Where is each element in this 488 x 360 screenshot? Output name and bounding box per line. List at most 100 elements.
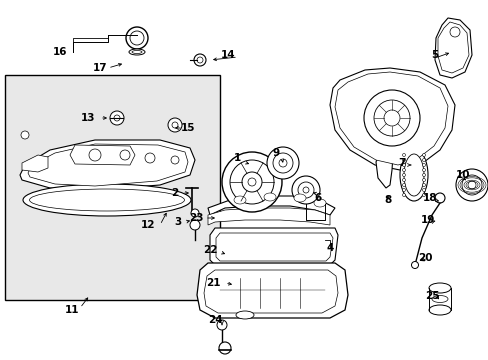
Circle shape	[383, 110, 399, 126]
Circle shape	[279, 159, 286, 167]
Circle shape	[114, 115, 120, 121]
Text: 2: 2	[171, 188, 178, 198]
Text: 10: 10	[455, 170, 469, 180]
Circle shape	[422, 163, 425, 166]
Circle shape	[168, 118, 182, 132]
Circle shape	[190, 220, 200, 230]
Circle shape	[422, 179, 425, 181]
Circle shape	[402, 168, 405, 171]
Ellipse shape	[313, 199, 325, 207]
Circle shape	[422, 168, 425, 171]
Text: 16: 16	[53, 47, 67, 57]
Circle shape	[467, 181, 475, 189]
Ellipse shape	[428, 305, 450, 315]
Circle shape	[297, 182, 313, 198]
Circle shape	[461, 175, 481, 195]
Circle shape	[303, 187, 308, 193]
Text: 8: 8	[384, 195, 391, 205]
Polygon shape	[207, 196, 334, 215]
Ellipse shape	[234, 196, 245, 204]
Polygon shape	[197, 263, 347, 318]
Text: 20: 20	[417, 253, 431, 263]
Text: 6: 6	[314, 193, 321, 203]
Circle shape	[402, 184, 405, 186]
Circle shape	[422, 174, 425, 176]
Polygon shape	[329, 68, 454, 170]
Circle shape	[229, 160, 273, 204]
Ellipse shape	[428, 283, 450, 293]
Circle shape	[145, 153, 155, 163]
Circle shape	[120, 150, 130, 160]
Text: 13: 13	[81, 113, 95, 123]
Polygon shape	[334, 72, 447, 165]
Circle shape	[402, 179, 405, 181]
Circle shape	[272, 153, 292, 173]
Circle shape	[402, 194, 405, 197]
Ellipse shape	[399, 149, 427, 201]
Circle shape	[422, 194, 425, 197]
Circle shape	[89, 149, 101, 161]
Text: 14: 14	[220, 50, 235, 60]
Polygon shape	[203, 270, 337, 313]
Circle shape	[171, 156, 179, 164]
Text: 5: 5	[430, 50, 438, 60]
Circle shape	[130, 31, 143, 45]
Circle shape	[247, 178, 256, 186]
Ellipse shape	[403, 154, 423, 196]
Circle shape	[194, 54, 205, 66]
Ellipse shape	[23, 184, 191, 216]
Circle shape	[222, 152, 282, 212]
Text: 21: 21	[205, 278, 220, 288]
Text: 3: 3	[174, 217, 181, 227]
Circle shape	[411, 261, 418, 269]
Polygon shape	[207, 208, 329, 225]
Circle shape	[242, 172, 262, 192]
Circle shape	[126, 27, 148, 49]
Ellipse shape	[132, 50, 142, 54]
Ellipse shape	[129, 49, 145, 55]
Text: 11: 11	[64, 305, 79, 315]
Circle shape	[291, 176, 319, 204]
Circle shape	[197, 57, 203, 63]
Polygon shape	[209, 228, 337, 265]
Text: 19: 19	[420, 215, 434, 225]
Text: 24: 24	[207, 315, 222, 325]
Ellipse shape	[264, 193, 275, 201]
Circle shape	[422, 184, 425, 186]
Circle shape	[402, 174, 405, 176]
Circle shape	[402, 163, 405, 166]
Circle shape	[363, 90, 419, 146]
Circle shape	[373, 100, 409, 136]
Ellipse shape	[29, 189, 184, 211]
Text: 7: 7	[398, 158, 405, 168]
Circle shape	[434, 193, 444, 203]
Text: 22: 22	[203, 245, 217, 255]
Circle shape	[402, 153, 405, 157]
Text: 15: 15	[181, 123, 195, 133]
Circle shape	[449, 27, 459, 37]
Text: 4: 4	[325, 243, 333, 253]
Circle shape	[402, 158, 405, 162]
Text: 17: 17	[93, 63, 107, 73]
Bar	[5, 75, 220, 300]
Circle shape	[455, 169, 487, 201]
Circle shape	[21, 131, 29, 139]
Polygon shape	[216, 233, 332, 261]
Circle shape	[219, 342, 230, 354]
Circle shape	[422, 189, 425, 192]
Polygon shape	[437, 22, 468, 73]
Text: 23: 23	[188, 213, 203, 223]
Ellipse shape	[236, 311, 253, 319]
Polygon shape	[70, 145, 135, 165]
Circle shape	[110, 111, 124, 125]
Text: 9: 9	[272, 148, 279, 158]
Circle shape	[266, 147, 298, 179]
Circle shape	[191, 209, 199, 217]
Circle shape	[422, 153, 425, 157]
Polygon shape	[434, 18, 471, 78]
Polygon shape	[28, 144, 187, 186]
Circle shape	[217, 320, 226, 330]
Text: 18: 18	[422, 193, 436, 203]
Polygon shape	[20, 140, 195, 190]
Text: 25: 25	[424, 291, 438, 301]
